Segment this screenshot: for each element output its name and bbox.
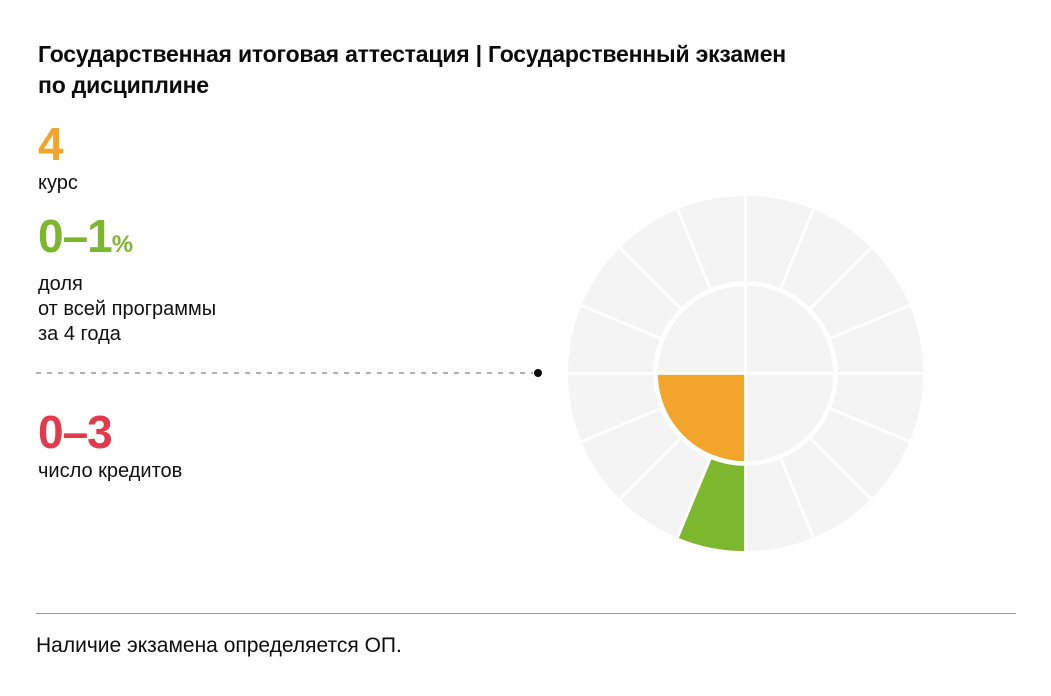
share-label: доля от всей программы за 4 года bbox=[38, 272, 216, 347]
page-title: Государственная итоговая аттестация | Го… bbox=[38, 39, 786, 101]
share-label-line1: доля bbox=[38, 273, 83, 295]
program-wheel-chart bbox=[565, 193, 926, 554]
stat-credits: 0–3 число кредитов bbox=[38, 406, 183, 484]
footer-note: Наличие экзамена определяется ОП. bbox=[36, 634, 402, 657]
share-value: 0–1% bbox=[38, 213, 216, 267]
footer-divider bbox=[36, 613, 1016, 614]
page-title-line2: по дисциплине bbox=[38, 72, 209, 99]
credits-label: число кредитов bbox=[38, 460, 183, 482]
share-label-line2: от всей программы bbox=[38, 298, 217, 320]
percent-sign: % bbox=[111, 231, 134, 258]
course-label: курс bbox=[38, 172, 78, 194]
share-value-number: 0–1 bbox=[38, 210, 113, 262]
separator-end-dot bbox=[534, 369, 542, 377]
page-title-line1: Государственная итоговая аттестация | Го… bbox=[38, 41, 787, 68]
stat-course: 4 курс bbox=[38, 118, 78, 196]
dashed-separator bbox=[36, 372, 533, 374]
share-label-line3: за 4 года bbox=[38, 323, 121, 345]
course-value: 4 bbox=[38, 118, 64, 170]
stat-share: 0–1% доля от всей программы за 4 года bbox=[38, 213, 216, 347]
credits-value: 0–3 bbox=[38, 406, 113, 458]
